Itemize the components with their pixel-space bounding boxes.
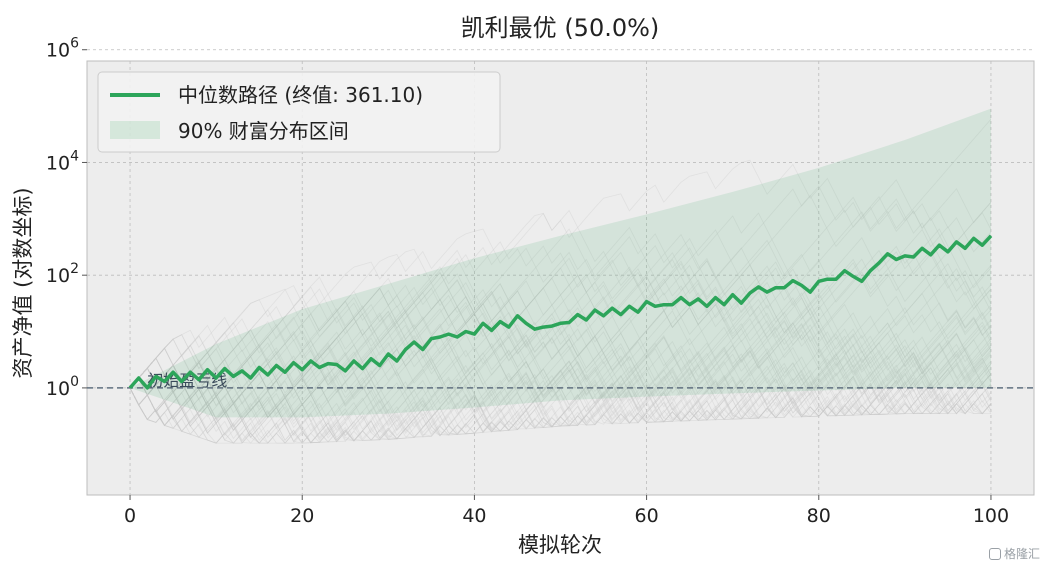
simulated-path (129, 257, 992, 404)
simulated-path (129, 271, 992, 421)
simulated-path (129, 245, 992, 439)
simulated-path (129, 288, 992, 393)
simulated-path (129, 228, 991, 444)
simulated-path (129, 334, 992, 440)
simulated-path (129, 281, 992, 416)
simulated-path (129, 251, 992, 405)
simulated-path (129, 298, 992, 441)
legend-box (97, 71, 501, 153)
simulated-path (129, 353, 992, 444)
chart-title: 凯利最优 (50.0%) (461, 14, 660, 42)
simulated-path (129, 159, 992, 421)
simulated-path (129, 300, 992, 428)
legend-band-swatch (110, 121, 160, 139)
simulated-path (129, 335, 992, 431)
x-tick-label: 60 (634, 505, 658, 527)
simulated-path (129, 311, 992, 444)
simulated-path (129, 198, 992, 432)
simulated-path (129, 354, 992, 444)
simulated-path (129, 313, 992, 444)
x-tick-label: 20 (290, 505, 314, 527)
simulated-path (129, 317, 992, 432)
simulated-path (129, 228, 992, 438)
simulated-path (129, 194, 992, 414)
simulated-path (129, 212, 992, 389)
legend-median-label: 中位数路径 (终值: 361.10) (178, 83, 423, 107)
simulated-path (129, 295, 992, 422)
simulated-path (129, 341, 992, 439)
simulated-path (129, 274, 992, 417)
simulated-path (129, 337, 992, 444)
simulated-path (129, 362, 992, 444)
simulated-path (129, 319, 992, 444)
median-path (128, 234, 993, 390)
watermark: 格隆汇 (988, 545, 1040, 562)
simulated-path (129, 185, 992, 406)
y-tick-label: 100 (46, 374, 79, 400)
simulated-path (129, 314, 992, 444)
x-tick-label: 100 (973, 505, 1009, 527)
brand-logo-icon (988, 547, 1001, 560)
simulated-path (129, 342, 992, 443)
y-tick-label: 106 (46, 36, 79, 62)
simulated-path (129, 284, 992, 443)
median-path-line (128, 234, 993, 390)
simulated-path (129, 338, 992, 444)
legend-band-label: 90% 财富分布区间 (178, 119, 349, 143)
simulated-path (129, 357, 992, 444)
simulated-path (129, 226, 992, 444)
x-axis-label: 模拟轮次 (518, 533, 602, 557)
simulated-path (129, 267, 992, 422)
wealth-band-area (130, 108, 991, 418)
legend: 中位数路径 (终值: 361.10) 90% 财富分布区间 (97, 71, 501, 153)
y-tick-label: 104 (46, 148, 79, 174)
simulated-path (129, 301, 992, 432)
x-tick-label: 80 (807, 505, 831, 527)
simulated-path (129, 281, 992, 423)
y-axis-label: 资产净值 (对数坐标) (11, 187, 35, 378)
simulated-path (129, 118, 992, 432)
simulated-path (129, 357, 992, 444)
simulated-path (129, 342, 992, 444)
simulated-path (129, 366, 992, 444)
simulated-path (129, 333, 992, 428)
simulated-path (129, 337, 992, 444)
simulated-path (129, 310, 992, 443)
reference-line: 初始盈亏线 (87, 371, 1034, 390)
reference-line-label: 初始盈亏线 (147, 371, 227, 390)
simulated-paths (129, 118, 992, 444)
wealth-band (130, 108, 991, 418)
simulated-path (129, 349, 992, 435)
simulated-path (129, 201, 992, 397)
simulated-path (129, 264, 992, 444)
y-tick-label: 102 (46, 261, 79, 287)
simulated-path (129, 258, 992, 444)
x-axis-ticks: 0 20 40 60 80 100 (124, 495, 1009, 527)
simulated-path (129, 292, 992, 409)
simulated-path (129, 287, 992, 444)
x-tick-label: 0 (124, 505, 136, 527)
simulated-path (129, 305, 992, 427)
x-tick-label: 40 (462, 505, 486, 527)
simulated-path (129, 209, 992, 389)
simulated-path (129, 302, 992, 441)
simulated-path (129, 253, 992, 429)
simulated-path (129, 257, 992, 414)
watermark-text: 格隆汇 (1003, 547, 1040, 561)
y-axis-ticks: 100 102 104 106 (46, 36, 87, 400)
